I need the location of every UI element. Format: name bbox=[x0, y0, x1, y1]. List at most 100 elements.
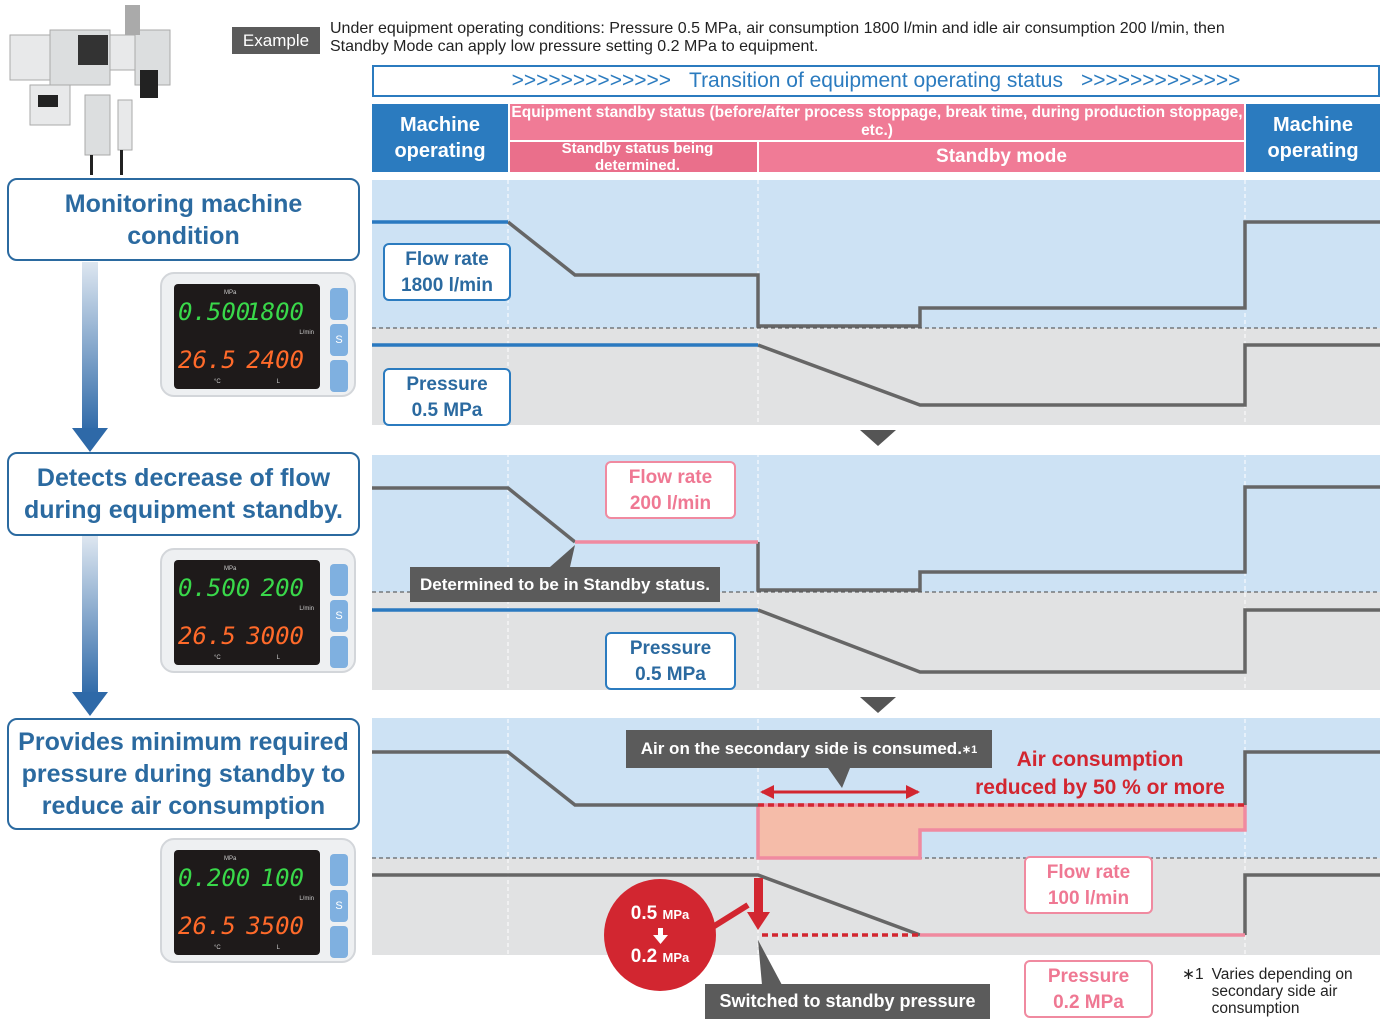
device-display: 0.500 MPa 1800 L/min 26.5 °C 2400 L S bbox=[160, 272, 356, 397]
label: Flow rate bbox=[628, 467, 713, 488]
shape bbox=[828, 768, 850, 788]
shape bbox=[82, 536, 98, 696]
label: 26.5 bbox=[178, 622, 236, 650]
label: 0.200 bbox=[178, 864, 251, 892]
shape bbox=[506, 220, 1380, 328]
label: MPa bbox=[224, 856, 237, 862]
transition-bar: >>>>>>>>>>>>> Transition of equipment ope… bbox=[372, 65, 1380, 97]
shape bbox=[330, 926, 348, 958]
shape bbox=[330, 564, 348, 596]
label: L bbox=[276, 379, 280, 385]
callout: Flow rate 200 l/min bbox=[605, 461, 736, 519]
shape bbox=[758, 940, 782, 985]
label: Air on the secondary side is consumed. bbox=[640, 739, 962, 758]
label: 0.5 MPa bbox=[411, 400, 483, 421]
label: 26.5 bbox=[178, 912, 236, 940]
label: L/min bbox=[299, 606, 314, 612]
label: Pressure bbox=[1047, 966, 1130, 987]
label: 0.500 bbox=[178, 574, 251, 602]
label: °C bbox=[214, 379, 221, 385]
label: 100 bbox=[260, 864, 304, 892]
label: 0.2 MPa bbox=[1053, 992, 1124, 1013]
reduction-text: Air consumption reduced by 50 % or more bbox=[960, 746, 1240, 802]
label: 0.500 bbox=[178, 298, 251, 326]
example-label: Example bbox=[232, 27, 320, 54]
shape bbox=[330, 854, 348, 886]
example-line: Standby Mode can apply low pressure sett… bbox=[330, 38, 819, 55]
callout: Pressure 0.5 MPa bbox=[383, 368, 511, 426]
shape bbox=[117, 99, 133, 151]
label: Flow rate bbox=[405, 249, 489, 270]
shape bbox=[372, 858, 1380, 955]
label: L/min bbox=[299, 896, 314, 902]
label: reduced by 50 % or more bbox=[975, 776, 1225, 799]
shape bbox=[82, 262, 98, 432]
label: MPa bbox=[662, 950, 690, 965]
header-cell: Standby status being determined. bbox=[510, 140, 757, 174]
label: 0.2 bbox=[630, 946, 658, 967]
product-image bbox=[9, 5, 171, 175]
screen: 0.500 MPa 1800 L/min 26.5 °C 2400 L bbox=[174, 284, 320, 389]
label: 200 bbox=[260, 574, 304, 602]
label: 100 l/min bbox=[1047, 888, 1130, 909]
panel-arrows bbox=[860, 430, 896, 713]
header-cell: Standby mode bbox=[759, 142, 1244, 172]
shape bbox=[754, 878, 763, 914]
label: 1800 l/min bbox=[401, 275, 493, 296]
shape: 0.5 MPa bbox=[604, 902, 716, 927]
shape bbox=[860, 430, 896, 446]
shape bbox=[698, 902, 750, 938]
shape bbox=[747, 912, 770, 930]
label: Pressure bbox=[629, 638, 712, 659]
label: Air consumption bbox=[1016, 748, 1184, 771]
example-text: Under equipment operating conditions: Pr… bbox=[330, 20, 1225, 56]
label: 2400 bbox=[246, 346, 304, 374]
shape bbox=[757, 608, 1380, 674]
step-box: Monitoring machine condition bbox=[7, 178, 360, 261]
transition-text: Transition of equipment operating status bbox=[689, 69, 1063, 92]
label: Pressure bbox=[406, 374, 488, 395]
label: 200 l/min bbox=[629, 493, 712, 514]
label: 3500 bbox=[246, 912, 304, 940]
label: °C bbox=[214, 945, 221, 951]
label: S bbox=[330, 890, 348, 922]
shape bbox=[72, 428, 108, 452]
callout: Flow rate 1800 l/min bbox=[383, 243, 511, 301]
shape bbox=[38, 95, 58, 107]
label: Flow rate bbox=[1046, 862, 1131, 883]
shape bbox=[550, 545, 575, 567]
label: L bbox=[276, 655, 280, 661]
label: MPa bbox=[224, 290, 237, 296]
label: S bbox=[330, 600, 348, 632]
label: MPa bbox=[224, 566, 237, 572]
shape bbox=[372, 485, 1380, 592]
label: L/min bbox=[299, 330, 314, 336]
shape bbox=[330, 288, 348, 320]
shape bbox=[604, 927, 716, 945]
step-box: Detects decrease of flow during equipmen… bbox=[7, 452, 360, 536]
shape: 0.2 MPa bbox=[604, 945, 716, 970]
screen: 0.200 MPa 100 L/min 26.5 °C 3500 L bbox=[174, 850, 320, 955]
label: L bbox=[276, 945, 280, 951]
status-lines bbox=[372, 220, 1380, 937]
label: 26.5 bbox=[178, 346, 236, 374]
shape bbox=[330, 636, 348, 668]
header-cell: Machine operating bbox=[372, 104, 508, 172]
label: 0.5 MPa bbox=[635, 664, 706, 685]
label: 1800 bbox=[246, 298, 304, 326]
shape bbox=[9, 34, 51, 81]
screen: 0.500 MPa 200 L/min 26.5 °C 3000 L bbox=[174, 560, 320, 665]
shape bbox=[757, 343, 1380, 407]
label: 3000 bbox=[246, 622, 304, 650]
callout: Pressure 0.2 MPa bbox=[1024, 960, 1153, 1018]
label: 0.5 bbox=[630, 903, 658, 924]
label: ∗1 bbox=[1182, 966, 1204, 983]
note-box: Air on the secondary side is consumed. ∗1 bbox=[626, 730, 992, 768]
step-box: Provides minimum required pressure durin… bbox=[7, 718, 360, 830]
footnote: ∗1 Varies depending on secondary side air… bbox=[1182, 966, 1377, 1017]
shape bbox=[78, 35, 108, 65]
header-cell: Machine operating bbox=[1246, 104, 1380, 172]
shape bbox=[372, 592, 1380, 690]
shape bbox=[109, 34, 136, 71]
red-arrows bbox=[604, 785, 920, 991]
